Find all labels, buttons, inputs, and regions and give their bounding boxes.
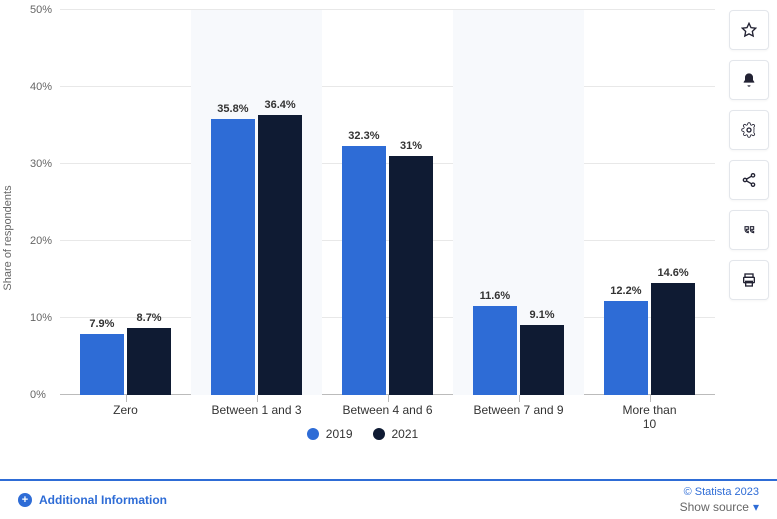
chevron-down-icon: ▾: [753, 500, 759, 514]
action-sidebar: [729, 10, 769, 300]
chart-container: Share of respondents 0%10%20%30%40%50%7.…: [0, 0, 777, 519]
y-tick-label: 20%: [30, 235, 52, 247]
y-tick-label: 10%: [30, 312, 52, 324]
x-category-label: Zero: [113, 395, 138, 417]
bar[interactable]: 32.3%: [342, 146, 387, 395]
legend: 2019 2021: [0, 427, 725, 443]
plus-icon: +: [18, 493, 32, 507]
x-category-label: More than 10: [617, 395, 683, 431]
footer: + Additional Information © Statista 2023…: [0, 479, 777, 519]
chart-area: Share of respondents 0%10%20%30%40%50%7.…: [0, 0, 725, 475]
category-group: 7.9%8.7%: [60, 10, 191, 395]
x-category-label: Between 4 and 6: [342, 395, 432, 417]
category-group: 35.8%36.4%: [191, 10, 322, 395]
y-tick-label: 40%: [30, 81, 52, 93]
legend-label: 2021: [392, 427, 419, 441]
copyright-text: © Statista 2023: [680, 486, 759, 498]
y-tick-label: 0%: [30, 389, 46, 401]
gear-icon[interactable]: [729, 110, 769, 150]
additional-info-label: Additional Information: [39, 493, 167, 507]
category-group: 32.3%31%: [322, 10, 453, 395]
show-source-label: Show source: [680, 500, 749, 514]
bar[interactable]: 11.6%: [473, 306, 518, 395]
bar-value-label: 32.3%: [342, 130, 387, 146]
legend-swatch: [373, 428, 385, 440]
bar[interactable]: 35.8%: [211, 119, 256, 395]
additional-info-button[interactable]: + Additional Information: [18, 493, 167, 507]
legend-label: 2019: [326, 427, 353, 441]
bar-value-label: 12.2%: [604, 285, 649, 301]
category-group: 12.2%14.6%: [584, 10, 715, 395]
bar-value-label: 36.4%: [258, 99, 303, 115]
show-source-button[interactable]: Show source ▾: [680, 500, 759, 514]
bar-value-label: 9.1%: [520, 309, 565, 325]
print-icon[interactable]: [729, 260, 769, 300]
bar-value-label: 8.7%: [127, 312, 172, 328]
share-icon[interactable]: [729, 160, 769, 200]
bell-icon[interactable]: [729, 60, 769, 100]
bar-value-label: 31%: [389, 140, 434, 156]
bar[interactable]: 9.1%: [520, 325, 565, 395]
bar[interactable]: 14.6%: [651, 283, 696, 395]
quote-icon[interactable]: [729, 210, 769, 250]
legend-item[interactable]: 2021: [373, 427, 419, 441]
star-icon[interactable]: [729, 10, 769, 50]
x-category-label: Between 7 and 9: [473, 395, 563, 417]
bar[interactable]: 12.2%: [604, 301, 649, 395]
legend-swatch: [307, 428, 319, 440]
bar-value-label: 35.8%: [211, 103, 256, 119]
legend-item[interactable]: 2019: [307, 427, 353, 441]
bar-value-label: 7.9%: [80, 318, 125, 334]
bar[interactable]: 8.7%: [127, 328, 172, 395]
plot-region: 0%10%20%30%40%50%7.9%8.7%Zero35.8%36.4%B…: [60, 10, 715, 395]
category-group: 11.6%9.1%: [453, 10, 584, 395]
bar[interactable]: 7.9%: [80, 334, 125, 395]
bar-value-label: 14.6%: [651, 267, 696, 283]
y-axis-label: Share of respondents: [2, 185, 14, 290]
x-category-label: Between 1 and 3: [211, 395, 301, 417]
footer-right: © Statista 2023 Show source ▾: [680, 486, 759, 514]
bar[interactable]: 36.4%: [258, 115, 303, 395]
bar[interactable]: 31%: [389, 156, 434, 395]
y-tick-label: 30%: [30, 158, 52, 170]
y-tick-label: 50%: [30, 4, 52, 16]
bar-value-label: 11.6%: [473, 290, 518, 306]
